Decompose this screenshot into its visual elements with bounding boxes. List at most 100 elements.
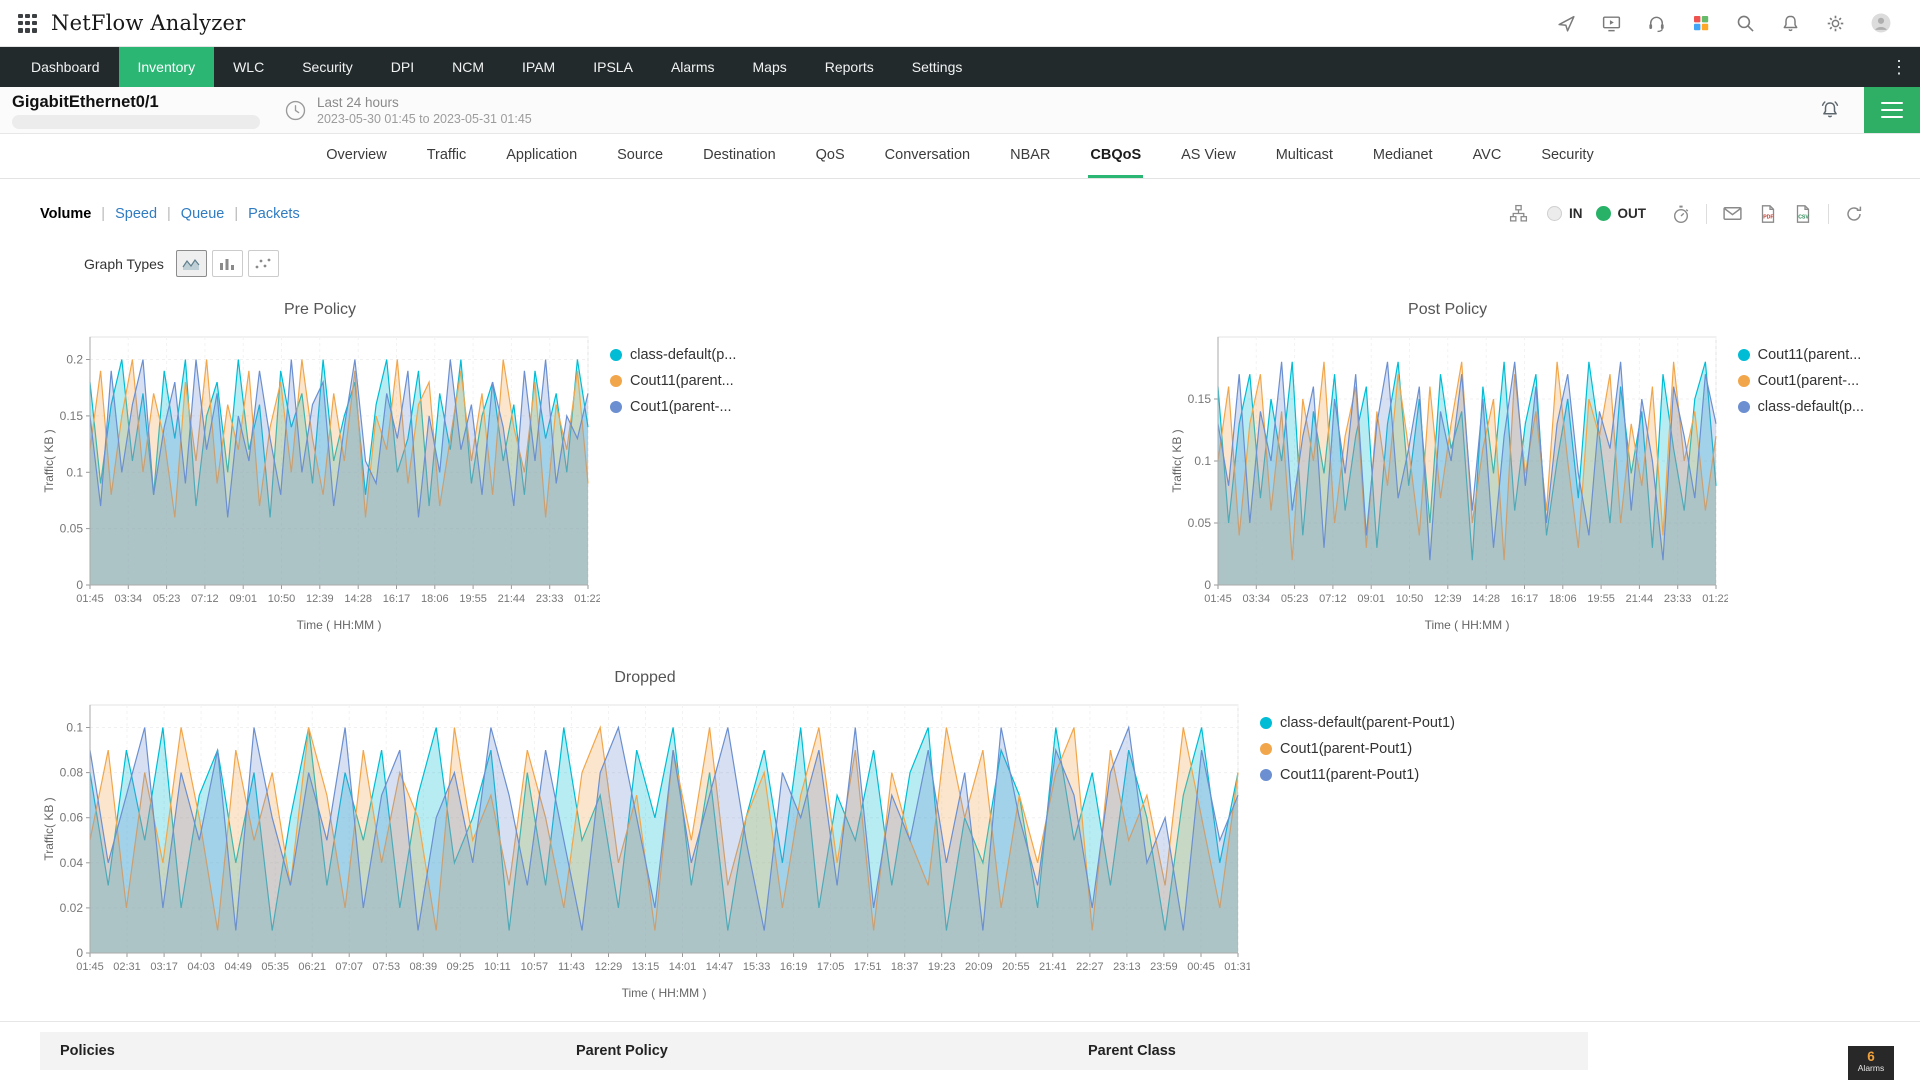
apps-grid-icon[interactable] <box>18 13 37 33</box>
tab-qos[interactable]: QoS <box>815 146 845 163</box>
tab-medianet[interactable]: Medianet <box>1372 146 1433 163</box>
svg-text:14:47: 14:47 <box>706 961 734 973</box>
view-link-queue[interactable]: Queue <box>180 205 225 222</box>
time-range-selector[interactable]: Last 24 hours 2023-05-30 01:45 to 2023-0… <box>317 95 532 126</box>
legend-dot <box>1737 349 1750 361</box>
svg-text:07:07: 07:07 <box>335 961 363 973</box>
interface-name[interactable]: GigabitEthernet0/1 <box>12 93 159 111</box>
tab-overview[interactable]: Overview <box>326 146 387 163</box>
nav-item-ipam[interactable]: IPAM <box>522 59 556 75</box>
legend-item[interactable]: Cout1(parent-... <box>610 399 736 415</box>
svg-text:09:01: 09:01 <box>229 593 257 605</box>
svg-text:0.08: 0.08 <box>60 766 84 780</box>
legend-item[interactable]: Cout11(parent... <box>1737 347 1864 363</box>
nav-item-ncm[interactable]: NCM <box>452 59 485 75</box>
column-header-parent-policy[interactable]: Parent Policy <box>576 1043 668 1059</box>
chart-toolbar: Volume | Speed | Queue | Packets IN OUT PDF CS… <box>0 179 1920 224</box>
nav-overflow-kebab-icon[interactable]: ⋮ <box>1890 56 1908 77</box>
tab-security[interactable]: Security <box>1541 146 1594 163</box>
svg-text:12:39: 12:39 <box>1434 593 1462 605</box>
support-headset-icon[interactable] <box>1646 13 1667 34</box>
legend-item[interactable]: Cout11(parent-Pout1) <box>1260 767 1455 783</box>
tab-application[interactable]: Application <box>506 146 578 163</box>
main-nav: Dashboard Inventory WLC Security DPI NCM IPAM I… <box>0 47 1920 87</box>
legend-item[interactable]: Cout1(parent-Pout1) <box>1260 741 1455 757</box>
settings-gear-icon[interactable] <box>1825 13 1846 34</box>
view-link-volume[interactable]: Volume <box>40 205 92 222</box>
out-radio[interactable] <box>1595 206 1611 221</box>
refresh-icon[interactable] <box>1844 204 1864 224</box>
svg-text:03:34: 03:34 <box>1242 593 1270 605</box>
tab-as-view[interactable]: AS View <box>1181 146 1236 163</box>
tab-conversation[interactable]: Conversation <box>884 146 971 163</box>
svg-text:01:22: 01:22 <box>1702 593 1728 605</box>
legend-item[interactable]: class-default(p... <box>610 347 736 363</box>
demo-screen-icon[interactable] <box>1601 13 1622 34</box>
svg-text:23:13: 23:13 <box>1113 961 1141 973</box>
export-pdf-icon[interactable]: PDF <box>1758 204 1778 224</box>
svg-text:16:19: 16:19 <box>780 961 808 973</box>
legend-item[interactable]: class-default(parent-Pout1) <box>1260 715 1455 731</box>
nav-item-reports[interactable]: Reports <box>824 59 874 75</box>
graph-type-area-button[interactable] <box>175 250 207 277</box>
time-range-label: Last 24 hours <box>317 94 399 110</box>
nav-item-maps[interactable]: Maps <box>752 59 787 75</box>
topology-icon[interactable] <box>1509 204 1528 223</box>
schedule-stopwatch-icon[interactable] <box>1671 204 1691 224</box>
svg-text:10:11: 10:11 <box>484 961 511 973</box>
nav-item-wlc[interactable]: WLC <box>233 59 265 75</box>
legend-item[interactable]: Cout1(parent-... <box>1737 373 1864 389</box>
interface-select[interactable] <box>12 115 260 129</box>
search-icon[interactable] <box>1735 13 1756 34</box>
tab-avc[interactable]: AVC <box>1472 146 1502 163</box>
interface-alarm-icon[interactable] <box>1818 98 1842 122</box>
tab-source[interactable]: Source <box>617 146 664 163</box>
interface-title-block: GigabitEthernet0/1 <box>12 87 280 133</box>
svg-text:15:33: 15:33 <box>743 961 771 973</box>
products-icon[interactable] <box>1691 13 1711 33</box>
tab-nbar[interactable]: NBAR <box>1010 146 1051 163</box>
svg-text:09:01: 09:01 <box>1357 593 1385 605</box>
svg-text:03:34: 03:34 <box>115 593 143 605</box>
email-icon[interactable] <box>1722 203 1743 224</box>
svg-text:04:03: 04:03 <box>187 961 215 973</box>
post-policy-chart[interactable]: 0 0.05 0.1 0.15 01:45 03:34 05:23 07:12 09:01 10:… <box>1168 327 1728 639</box>
view-link-speed[interactable]: Speed <box>115 205 158 222</box>
svg-text:16:17: 16:17 <box>383 593 411 605</box>
legend-item[interactable]: class-default(p... <box>1737 399 1864 415</box>
dropped-chart[interactable]: 0 0.02 0.04 0.06 0.08 0.1 01:45 02:31 03:17 04:03… <box>40 695 1250 1007</box>
export-csv-icon[interactable]: CSV <box>1793 204 1813 224</box>
graph-type-bar-button[interactable] <box>211 250 243 277</box>
in-radio[interactable] <box>1547 206 1562 221</box>
tab-multicast[interactable]: Multicast <box>1275 146 1333 163</box>
nav-item-dpi[interactable]: DPI <box>390 59 415 75</box>
tab-traffic[interactable]: Traffic <box>426 146 467 163</box>
nav-item-alarms[interactable]: Alarms <box>670 59 715 75</box>
nav-item-inventory[interactable]: Inventory <box>118 47 215 87</box>
tab-cbqos[interactable]: CBQoS <box>1088 134 1144 178</box>
nav-item-settings[interactable]: Settings <box>911 59 963 75</box>
alarms-badge[interactable]: 6 Alarms <box>1848 1046 1894 1080</box>
svg-text:20:09: 20:09 <box>965 961 993 973</box>
legend-label: Cout11(parent-Pout1) <box>1280 767 1420 783</box>
nav-item-dashboard[interactable]: Dashboard <box>31 59 100 75</box>
notifications-bell-icon[interactable] <box>1780 13 1801 34</box>
graph-type-scatter-button[interactable] <box>247 250 279 277</box>
legend-item[interactable]: Cout11(parent... <box>610 373 736 389</box>
svg-text:0.1: 0.1 <box>66 721 83 735</box>
view-separator: | <box>234 205 239 222</box>
rocket-icon[interactable] <box>1556 13 1577 34</box>
nav-item-security[interactable]: Security <box>302 59 353 75</box>
column-header-parent-class[interactable]: Parent Class <box>1088 1043 1176 1059</box>
svg-text:01:22: 01:22 <box>574 593 600 605</box>
view-link-packets[interactable]: Packets <box>248 205 300 222</box>
user-avatar-icon[interactable] <box>1870 12 1892 34</box>
widget-menu-button[interactable] <box>1864 87 1920 133</box>
post-policy-chart-title: Post Policy <box>1408 301 1488 318</box>
nav-item-ipsla[interactable]: IPSLA <box>593 59 633 75</box>
svg-text:CSV: CSV <box>1798 214 1809 220</box>
column-header-policies[interactable]: Policies <box>60 1043 115 1059</box>
clock-icon <box>284 99 307 122</box>
tab-destination[interactable]: Destination <box>703 146 776 163</box>
pre-policy-chart[interactable]: 0 0.05 0.1 0.15 0.2 01:45 03:34 05:23 07:12 09:01… <box>40 327 600 639</box>
